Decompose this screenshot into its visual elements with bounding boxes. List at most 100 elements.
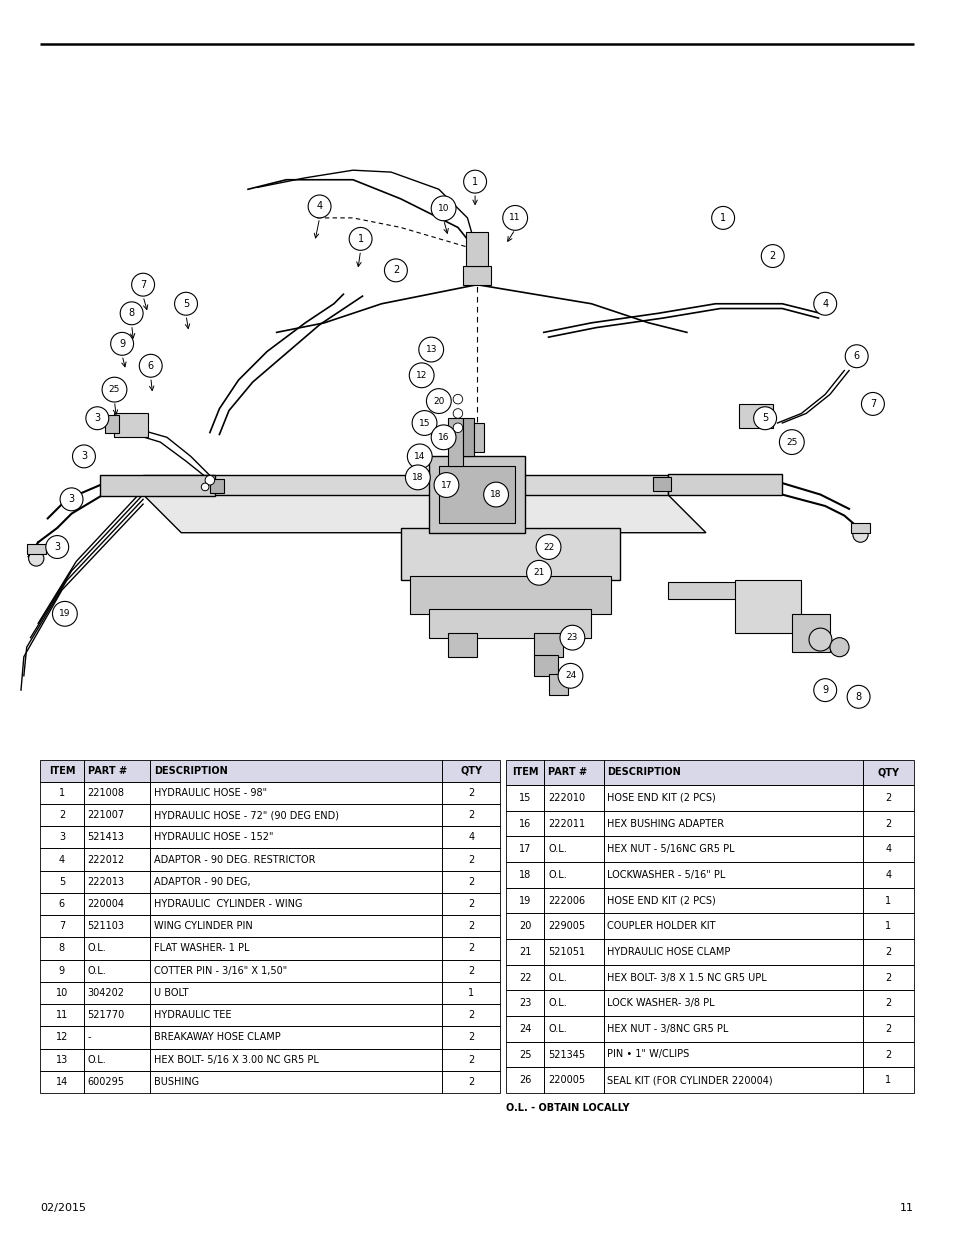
Text: 304202: 304202 [88,988,125,998]
Circle shape [72,445,95,468]
Text: 11: 11 [899,1203,913,1213]
Text: 16: 16 [437,432,449,442]
Text: 220005: 220005 [548,1076,585,1086]
Bar [438,466,515,524]
Circle shape [434,473,458,498]
Bar [210,479,224,493]
Text: 21: 21 [533,568,544,577]
Text: O.L.: O.L. [548,1024,566,1034]
Circle shape [431,196,456,221]
Text: 25: 25 [785,437,797,447]
Text: 5: 5 [761,414,767,424]
Text: 7: 7 [140,279,146,290]
Circle shape [463,170,486,193]
Text: 18: 18 [412,473,423,482]
Circle shape [711,206,734,230]
Text: 13: 13 [425,345,436,354]
Text: 11: 11 [55,1010,68,1020]
Text: 4: 4 [821,299,827,309]
Bar [462,419,474,457]
Text: 13: 13 [55,1055,68,1065]
Text: HEX NUT - 3/8NC GR5 PL: HEX NUT - 3/8NC GR5 PL [607,1024,728,1034]
Text: 2: 2 [468,1010,474,1020]
Text: HYDRAULIC  CYLINDER - WING: HYDRAULIC CYLINDER - WING [154,899,302,909]
Bar [548,674,567,695]
Text: LOCK WASHER- 3/8 PL: LOCK WASHER- 3/8 PL [607,998,715,1008]
Circle shape [846,685,869,708]
Text: 1: 1 [357,233,363,243]
Text: 12: 12 [55,1032,68,1042]
Circle shape [405,466,430,490]
Text: 8: 8 [59,944,65,953]
Bar [474,424,483,452]
Text: SEAL KIT (FOR CYLINDER 220004): SEAL KIT (FOR CYLINDER 220004) [607,1076,772,1086]
Circle shape [760,245,783,268]
Circle shape [558,663,582,688]
Text: 14: 14 [55,1077,68,1087]
Text: 19: 19 [518,895,531,905]
Text: 4: 4 [884,845,890,855]
Text: HYDRAULIC TEE: HYDRAULIC TEE [154,1010,232,1020]
Text: 222012: 222012 [88,855,125,864]
Polygon shape [143,475,667,494]
Text: 4: 4 [59,855,65,864]
Text: 10: 10 [55,988,68,998]
Text: 2: 2 [884,1050,891,1060]
Text: 5: 5 [59,877,65,887]
Circle shape [813,679,836,701]
Text: COTTER PIN - 3/16" X 1,50": COTTER PIN - 3/16" X 1,50" [154,966,287,976]
Bar [850,524,869,532]
Circle shape [483,482,508,506]
Text: 221008: 221008 [88,788,125,798]
Text: 3: 3 [81,452,87,462]
Text: 2: 2 [468,1032,474,1042]
Circle shape [46,536,69,558]
Text: 15: 15 [418,419,430,427]
Text: 2: 2 [884,998,891,1008]
Bar [739,404,772,427]
Text: 20: 20 [433,396,444,405]
Circle shape [174,293,197,315]
Circle shape [407,445,432,469]
Text: 02/2015: 02/2015 [40,1203,86,1213]
Bar [667,583,743,599]
Circle shape [111,332,133,356]
Text: 229005: 229005 [548,921,585,931]
Text: 600295: 600295 [88,1077,125,1087]
Circle shape [453,424,462,432]
Text: 220004: 220004 [88,899,125,909]
Circle shape [29,551,44,566]
Circle shape [201,483,209,490]
Bar [791,614,829,652]
Circle shape [418,337,443,362]
Circle shape [453,394,462,404]
Text: 2: 2 [884,819,891,829]
Text: 2: 2 [884,1024,891,1034]
Text: HEX BOLT- 5/16 X 3.00 NC GR5 PL: HEX BOLT- 5/16 X 3.00 NC GR5 PL [154,1055,319,1065]
Text: 2: 2 [468,921,474,931]
Bar [462,266,491,285]
Bar [27,545,46,553]
Bar [410,576,610,614]
Text: 7: 7 [869,399,875,409]
Circle shape [60,488,83,511]
Text: HYDRAULIC HOSE - 152": HYDRAULIC HOSE - 152" [154,832,274,842]
Text: 11: 11 [509,214,520,222]
Text: 1: 1 [884,921,890,931]
Text: 2: 2 [59,810,65,820]
Circle shape [829,637,848,657]
Circle shape [132,273,154,296]
Text: 521770: 521770 [88,1010,125,1020]
Text: 8: 8 [129,309,134,319]
Text: 222011: 222011 [548,819,585,829]
Bar [465,232,488,266]
Bar [653,478,670,490]
Circle shape [349,227,372,251]
Text: 3: 3 [94,414,100,424]
Text: 6: 6 [853,351,859,361]
Text: HOSE END KIT (2 PCS): HOSE END KIT (2 PCS) [607,793,716,803]
Circle shape [559,625,584,650]
Circle shape [139,354,162,377]
Text: 8: 8 [855,692,861,701]
Text: 25: 25 [109,385,120,394]
